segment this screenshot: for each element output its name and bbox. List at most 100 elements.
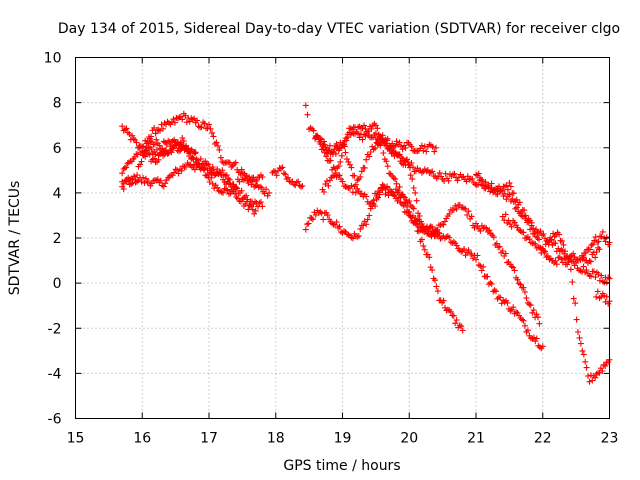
data-point (310, 127, 317, 134)
data-point (358, 190, 365, 197)
data-point (154, 146, 160, 153)
data-point (580, 263, 587, 270)
data-point (327, 157, 334, 164)
data-point (366, 153, 373, 160)
data-point (289, 178, 296, 185)
data-point (602, 238, 609, 245)
data-point (180, 143, 187, 150)
data-point (553, 261, 560, 268)
data-point (586, 258, 593, 264)
data-point (583, 267, 590, 273)
data-point (474, 252, 481, 259)
data-point (550, 230, 557, 237)
data-point (160, 138, 167, 145)
series-track-d (119, 134, 259, 217)
data-point (506, 179, 513, 186)
data-point (499, 187, 505, 194)
data-point (217, 169, 224, 175)
data-point (367, 149, 374, 155)
data-point (244, 177, 251, 184)
data-point (384, 135, 391, 142)
data-point (345, 158, 352, 165)
data-point (601, 292, 608, 299)
data-point (214, 142, 221, 149)
data-point (522, 289, 528, 295)
data-point (512, 205, 519, 212)
data-point (151, 141, 158, 148)
data-point (558, 256, 565, 263)
data-point (427, 169, 434, 176)
data-point (352, 189, 359, 196)
data-point (233, 184, 240, 191)
data-point (459, 327, 466, 334)
data-point (537, 228, 544, 235)
data-point (440, 297, 447, 304)
data-point (430, 227, 436, 234)
data-point (220, 189, 227, 196)
data-point (373, 193, 380, 199)
data-point (504, 299, 511, 306)
data-point (595, 244, 602, 251)
data-point (122, 126, 129, 133)
data-point (302, 102, 309, 109)
data-point (361, 164, 368, 171)
data-point (427, 264, 434, 271)
data-point (348, 182, 355, 189)
data-point (406, 208, 413, 215)
data-point (413, 217, 420, 224)
data-point (511, 267, 518, 274)
data-point (194, 157, 201, 164)
data-point (343, 184, 350, 190)
data-point (536, 244, 543, 251)
data-point (410, 219, 417, 226)
data-point (125, 159, 132, 166)
data-point (192, 149, 199, 156)
data-point (453, 317, 460, 323)
data-point (165, 150, 172, 157)
data-point (343, 135, 350, 142)
data-point (580, 351, 587, 358)
data-point (409, 176, 416, 183)
data-point (314, 132, 321, 139)
data-point (239, 196, 246, 203)
data-point (589, 377, 596, 384)
data-point (223, 186, 230, 193)
data-point (406, 198, 413, 205)
data-point (377, 142, 384, 149)
data-point (510, 190, 517, 197)
data-point (465, 208, 472, 215)
y-axis-tick-labels: -6 -4 -2 0 2 4 6 8 10 (44, 51, 62, 428)
data-point (145, 179, 152, 186)
data-point (338, 152, 345, 159)
y-tick-label: 0 (53, 276, 62, 292)
data-point (152, 130, 159, 137)
data-point (384, 163, 391, 170)
data-point (145, 134, 152, 140)
data-point (174, 167, 181, 174)
data-point (149, 150, 156, 157)
data-point (205, 161, 212, 168)
data-point (285, 174, 292, 181)
data-point (598, 233, 605, 240)
data-point (404, 203, 410, 210)
data-point (209, 164, 216, 170)
data-point (210, 133, 217, 140)
data-point (435, 229, 442, 236)
data-point (372, 203, 379, 209)
data-point (217, 188, 224, 195)
data-point (450, 171, 456, 178)
data-point (490, 234, 497, 241)
data-point (134, 172, 141, 178)
data-point (335, 224, 342, 231)
data-point (523, 235, 530, 242)
data-point (121, 164, 128, 171)
data-point (364, 128, 370, 135)
data-point (129, 132, 136, 139)
data-point (162, 180, 169, 187)
data-point (304, 111, 311, 118)
y-tick-label: -6 (48, 412, 62, 428)
data-point (427, 224, 433, 231)
data-point (351, 172, 358, 179)
data-point (599, 278, 606, 285)
